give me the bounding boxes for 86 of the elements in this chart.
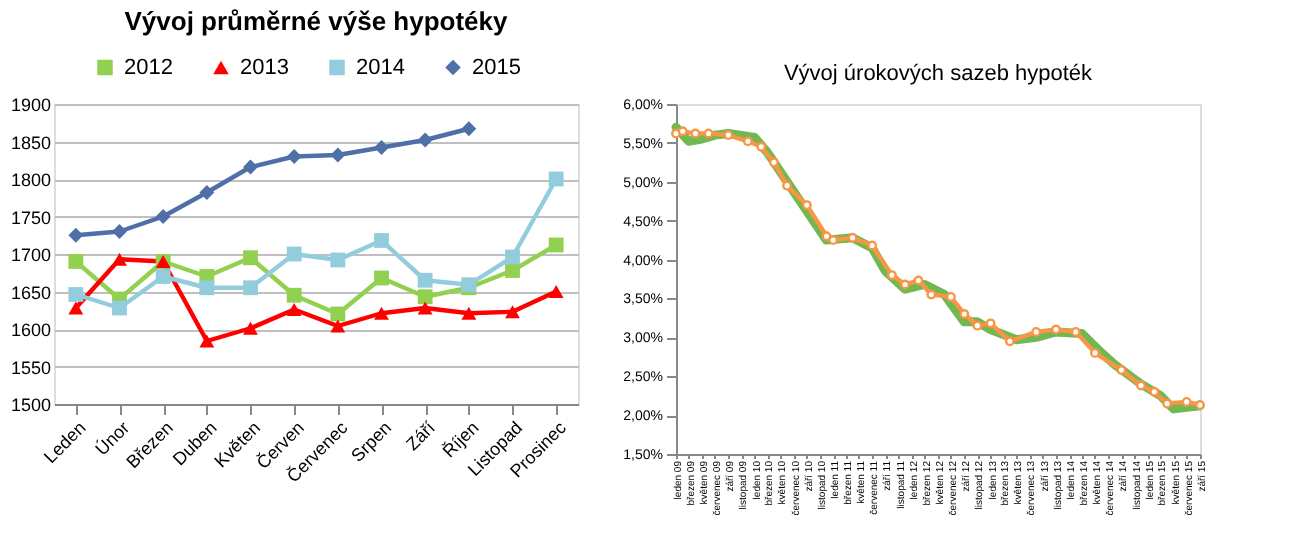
point (782, 180, 793, 191)
point (1116, 365, 1127, 375)
point (112, 252, 127, 266)
point (945, 291, 956, 302)
point (243, 250, 258, 266)
point (985, 318, 996, 329)
point (1031, 326, 1042, 337)
point (821, 231, 832, 242)
y-tick-label: 1600 (10, 320, 51, 340)
point (723, 130, 734, 141)
point (1149, 386, 1160, 397)
point (155, 269, 171, 284)
point (286, 149, 302, 164)
point (68, 254, 84, 269)
point (461, 121, 477, 137)
chart-title: Vývoj úrokových sazeb hypoték (783, 62, 1094, 86)
point (112, 300, 127, 316)
point (330, 147, 346, 163)
y-tick-label: 1900 (10, 95, 51, 115)
legend-label: 2012 (124, 55, 173, 80)
chart-title: Vývoj průměrné výše hypotéky (124, 6, 509, 36)
point (1181, 396, 1192, 407)
point (330, 252, 346, 268)
point (1004, 336, 1015, 347)
point (155, 209, 171, 224)
point (417, 132, 433, 148)
point (1090, 347, 1100, 358)
point (886, 270, 897, 281)
point (828, 235, 839, 246)
point (243, 321, 258, 335)
point (505, 249, 520, 265)
point (847, 232, 858, 243)
point (505, 305, 520, 319)
point (243, 280, 258, 296)
point (505, 263, 520, 278)
point (417, 301, 433, 315)
point (1070, 326, 1081, 337)
legend-label: 2015 (472, 55, 521, 80)
y-tick-label: 1550 (10, 357, 51, 378)
point (374, 233, 389, 248)
point (742, 136, 753, 147)
legend-label: 2014 (356, 55, 405, 80)
point (330, 306, 346, 322)
point (330, 319, 346, 333)
point (68, 227, 84, 243)
point (677, 126, 688, 137)
point (769, 157, 779, 168)
point (199, 185, 215, 200)
point (199, 334, 215, 348)
point (1195, 400, 1205, 410)
point (417, 289, 433, 305)
point (461, 306, 477, 320)
y-tick-label: 1700 (10, 245, 51, 265)
point (867, 240, 878, 251)
point (756, 141, 767, 152)
point (959, 309, 970, 319)
point (417, 272, 433, 288)
point (972, 320, 983, 331)
point (374, 270, 389, 286)
point (1051, 324, 1061, 335)
point (926, 289, 937, 300)
point (801, 200, 812, 211)
point (112, 224, 127, 239)
point (690, 128, 701, 139)
point (548, 171, 564, 187)
point (1162, 398, 1172, 409)
y-tick-label: 1850 (10, 132, 51, 153)
point (900, 279, 910, 290)
legend-label: 2013 (240, 55, 289, 80)
point (374, 306, 389, 320)
y-tick-label: 1500 (10, 395, 51, 415)
point (286, 287, 302, 303)
y-tick-label: 1650 (10, 282, 51, 303)
point (199, 280, 215, 296)
point (68, 287, 84, 302)
point (548, 237, 564, 253)
point (913, 275, 924, 286)
point (703, 128, 714, 139)
y-tick-label: 1750 (10, 207, 51, 228)
point (548, 285, 564, 298)
y-tick-label: 1800 (10, 170, 51, 190)
point (286, 246, 302, 262)
point (374, 140, 389, 155)
point (68, 301, 84, 315)
point (286, 303, 302, 316)
point (1136, 380, 1146, 391)
